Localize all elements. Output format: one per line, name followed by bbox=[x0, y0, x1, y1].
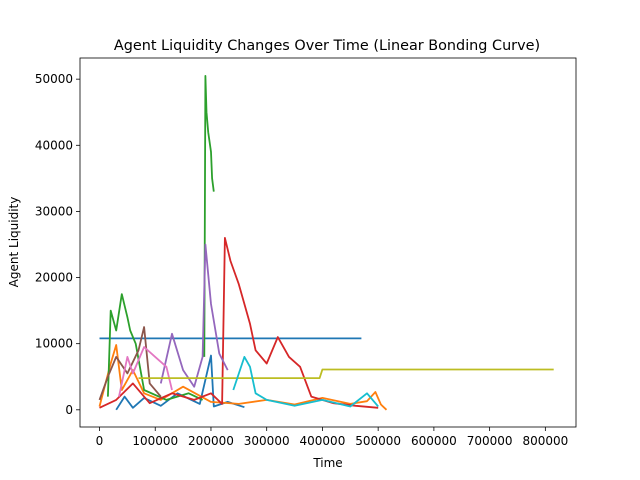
y-tick-label: 10000 bbox=[35, 337, 73, 351]
series-line-10 bbox=[232, 355, 379, 408]
x-axis-title: Time bbox=[312, 456, 342, 470]
y-tick-label: 50000 bbox=[35, 72, 73, 86]
series-line-7 bbox=[98, 326, 162, 401]
plot-frame bbox=[79, 57, 577, 428]
x-tick-label: 300000 bbox=[244, 434, 290, 448]
series-line-4 bbox=[203, 75, 215, 357]
series-line-1 bbox=[115, 354, 245, 411]
x-tick-label: 100000 bbox=[132, 434, 178, 448]
y-tick-label: 0 bbox=[65, 403, 73, 417]
chart-title: Agent Liquidity Changes Over Time (Linea… bbox=[114, 38, 540, 54]
series-line-8 bbox=[118, 346, 173, 397]
y-tick-label: 20000 bbox=[35, 271, 73, 285]
plot-lines bbox=[98, 75, 554, 411]
x-tick-label: 200000 bbox=[188, 434, 234, 448]
x-tick-label: 700000 bbox=[467, 434, 513, 448]
y-tick-label: 30000 bbox=[35, 204, 73, 218]
series-line-2 bbox=[98, 344, 388, 411]
y-axis-title: Agent Liquidity bbox=[7, 197, 21, 288]
x-tick-label: 800000 bbox=[522, 434, 568, 448]
x-tick-label: 500000 bbox=[355, 434, 401, 448]
series-line-3 bbox=[107, 293, 203, 401]
x-tick-label: 400000 bbox=[300, 434, 346, 448]
x-tick-label: 0 bbox=[96, 434, 104, 448]
series-line-9 bbox=[138, 368, 554, 380]
x-axis: 0 100000 200000 300000 400000 500000 600000 700… bbox=[96, 427, 568, 448]
series-line-5 bbox=[99, 236, 379, 409]
y-axis: 0 10000 20000 30000 40000 50000 bbox=[35, 72, 80, 417]
y-tick-label: 40000 bbox=[35, 138, 73, 152]
x-tick-label: 600000 bbox=[411, 434, 457, 448]
series-line-6 bbox=[159, 243, 229, 388]
